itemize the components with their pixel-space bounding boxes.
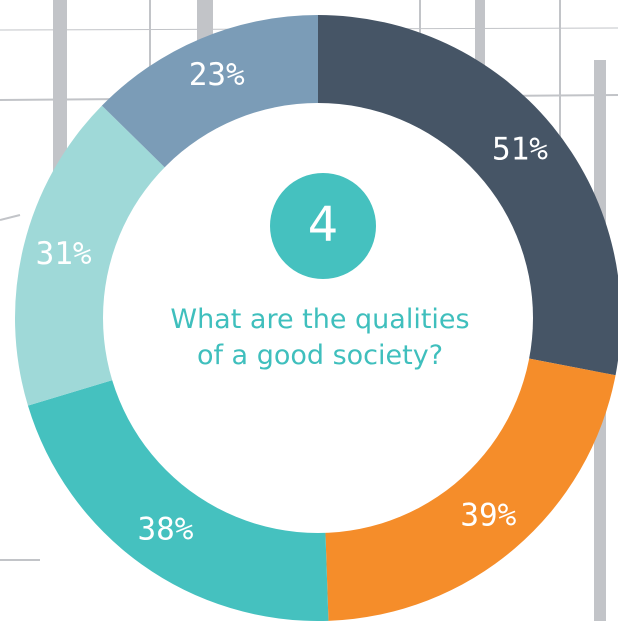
value-label: 38% <box>137 512 193 548</box>
value-label: 31% <box>36 236 92 272</box>
value-label: 23% <box>189 57 245 93</box>
value-label: 39% <box>460 498 516 534</box>
value-label: 51% <box>492 132 548 168</box>
badge-number: 4 <box>308 197 339 253</box>
page: 4 51% 39% 38% 31% 23% What are the qualities… <box>0 0 618 621</box>
question: What are the qualities of a good society… <box>170 302 470 374</box>
